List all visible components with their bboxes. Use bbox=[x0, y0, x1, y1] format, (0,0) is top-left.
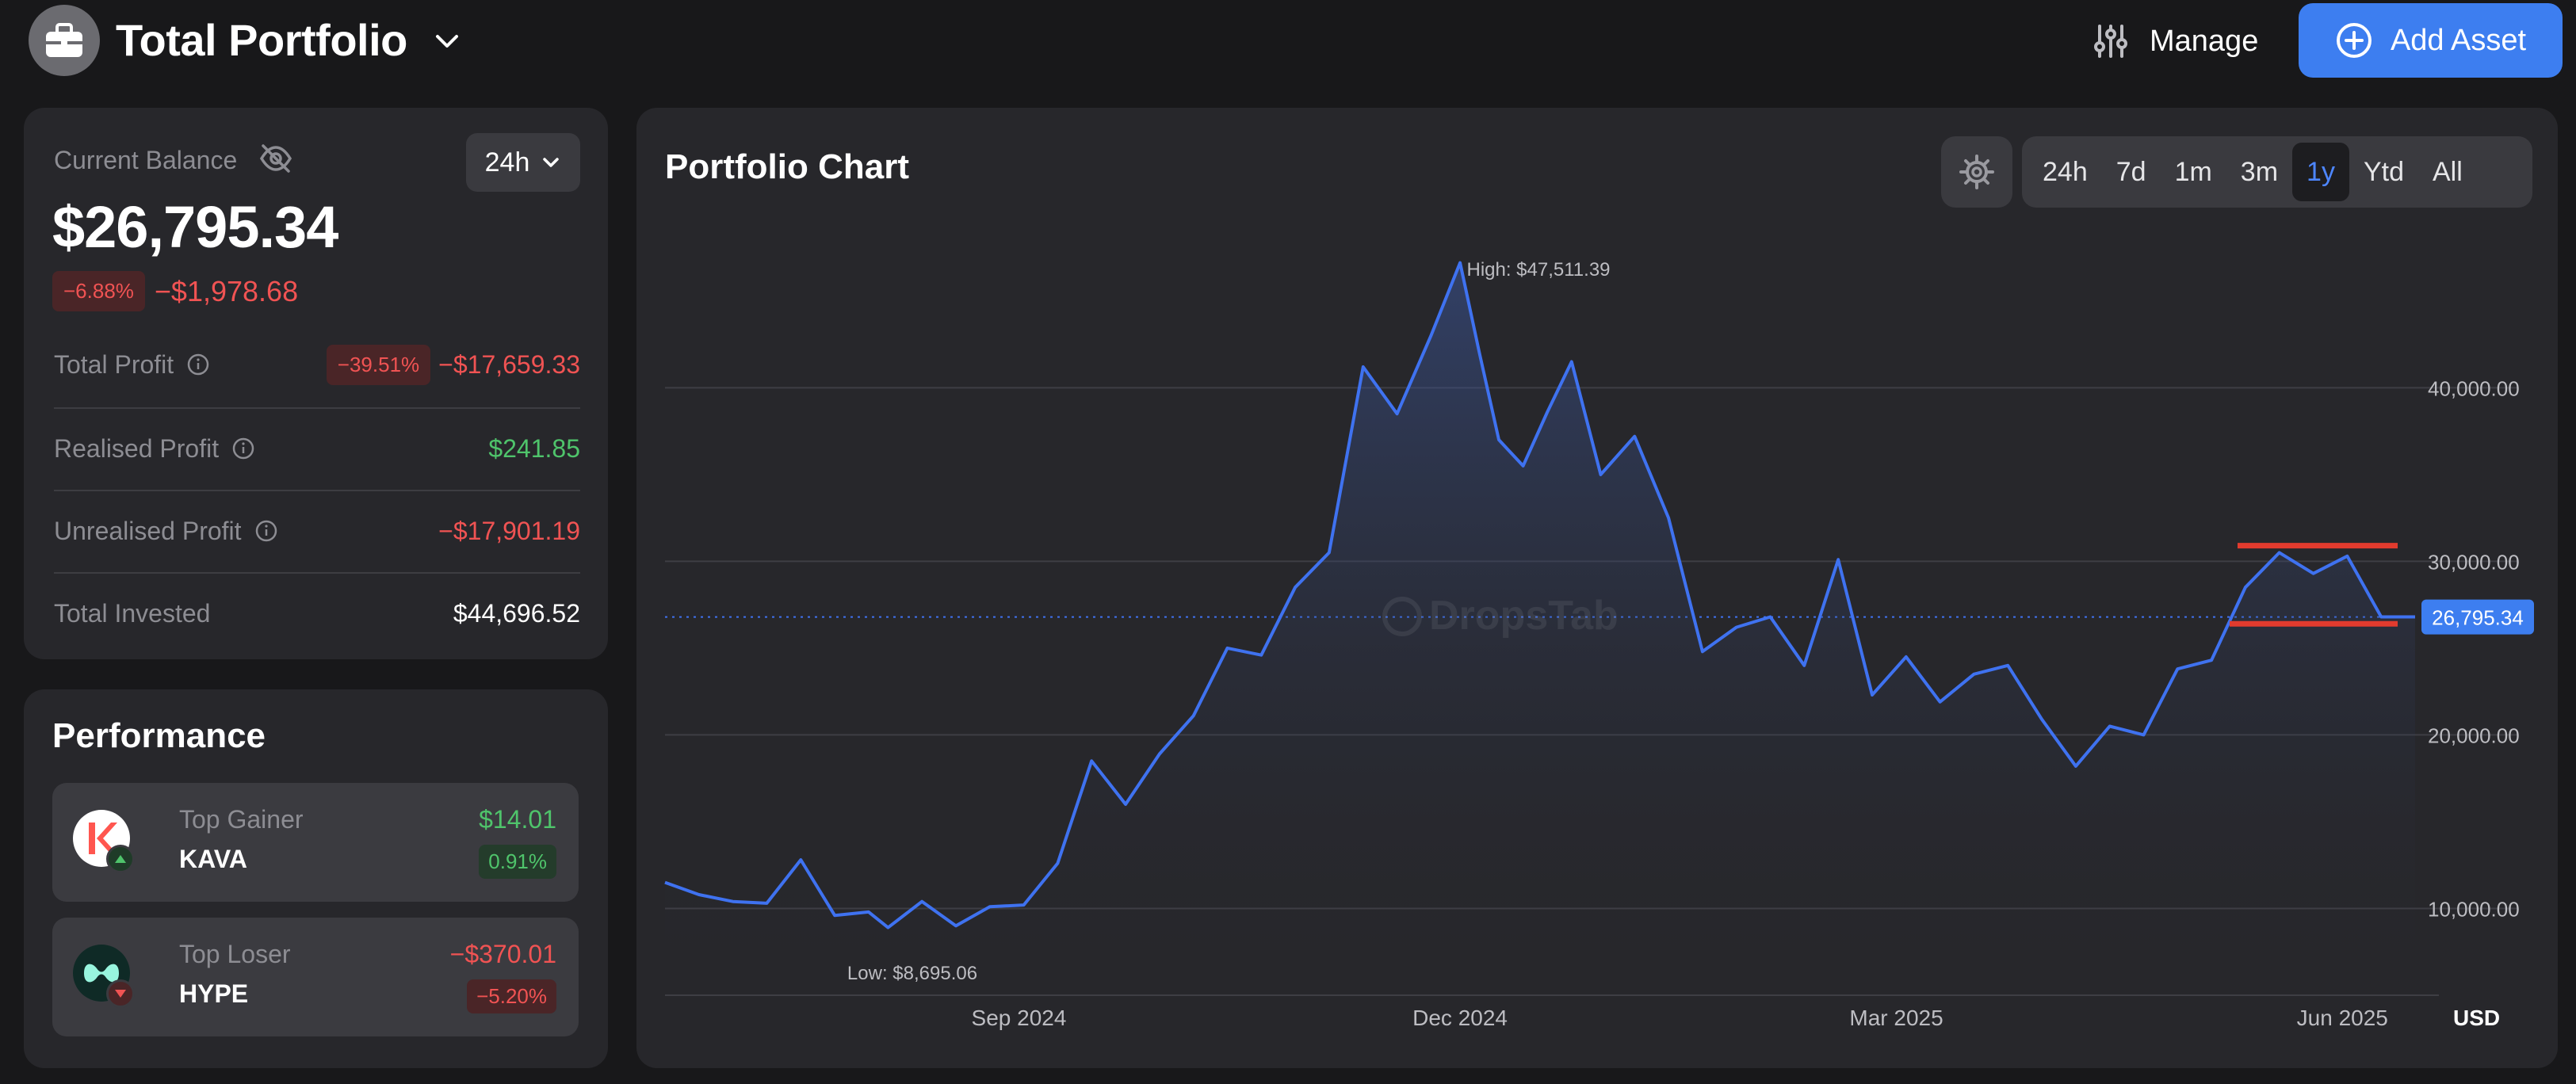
page-title[interactable]: Total Portfolio bbox=[116, 15, 407, 65]
x-tick-label: Mar 2025 bbox=[1849, 1006, 1943, 1030]
stat-label: Total Invested bbox=[54, 598, 211, 628]
currency-label: USD bbox=[2453, 1006, 2500, 1030]
header: Total Portfolio Manage Add Asset bbox=[0, 0, 2576, 87]
divider bbox=[54, 407, 580, 409]
perf-kind: Top Loser bbox=[179, 940, 291, 968]
perf-symbol: KAVA bbox=[179, 845, 247, 873]
stat-value: −$17,659.33 bbox=[438, 349, 580, 379]
sliders-icon bbox=[2094, 25, 2127, 58]
manage-button[interactable]: Manage bbox=[2077, 13, 2275, 70]
perf-pct: −5.20% bbox=[467, 979, 556, 1013]
top-loser-item[interactable]: Top Loser HYPE −$370.01 −5.20% bbox=[52, 918, 579, 1036]
balance-range-value: 24h bbox=[484, 147, 530, 177]
chevron-down-icon bbox=[543, 158, 560, 167]
high-label: High: $47,511.39 bbox=[1466, 259, 1610, 281]
top-gainer-item[interactable]: Top Gainer KAVA $14.01 0.91% bbox=[52, 783, 579, 902]
y-tick-label: 40,000.00 bbox=[2428, 376, 2520, 400]
hype-logo-icon bbox=[73, 945, 130, 1002]
divider bbox=[54, 572, 580, 574]
range-tab-24h[interactable]: 24h bbox=[2043, 156, 2088, 187]
gear-icon bbox=[1959, 155, 1994, 189]
info-icon[interactable] bbox=[254, 519, 278, 543]
balance-change: −6.88% −$1,978.68 bbox=[52, 271, 298, 311]
arrow-down-icon bbox=[106, 979, 135, 1008]
series-area bbox=[665, 262, 2415, 996]
range-tab-1m[interactable]: 1m bbox=[2174, 156, 2212, 187]
current-balance-label: Current Balance bbox=[54, 146, 238, 174]
stat-label: Total Profit bbox=[54, 349, 174, 379]
stat-label: Unrealised Profit bbox=[54, 516, 242, 545]
y-tick-label: 20,000.00 bbox=[2428, 723, 2520, 747]
chevron-down-icon[interactable] bbox=[431, 25, 463, 57]
change-pct-badge: −6.88% bbox=[52, 271, 145, 311]
current-value-tag bbox=[2421, 599, 2534, 635]
stat-badge: −39.51% bbox=[326, 344, 431, 385]
balance-amount: $26,795.34 bbox=[52, 194, 338, 260]
info-icon[interactable] bbox=[186, 353, 210, 376]
chart-settings-button[interactable] bbox=[1941, 136, 2012, 208]
chart-title: Portfolio Chart bbox=[665, 147, 909, 186]
range-tab-7d[interactable]: 7d bbox=[2115, 156, 2146, 187]
add-asset-label: Add Asset bbox=[2390, 23, 2527, 57]
perf-value: $14.01 bbox=[479, 805, 556, 834]
add-asset-button[interactable]: Add Asset bbox=[2299, 3, 2563, 78]
manage-label: Manage bbox=[2150, 24, 2259, 58]
range-tab-1y[interactable]: 1y bbox=[2292, 143, 2349, 201]
change-amount: −$1,978.68 bbox=[154, 274, 299, 307]
x-tick-label: Jun 2025 bbox=[2297, 1006, 2388, 1030]
low-label: Low: $8,695.06 bbox=[847, 963, 977, 984]
info-icon[interactable] bbox=[231, 437, 255, 460]
perf-pct: 0.91% bbox=[479, 845, 556, 879]
performance-title: Performance bbox=[52, 716, 266, 755]
briefcase-icon[interactable] bbox=[29, 5, 100, 76]
stat-total-profit: Total Profit −39.51% −$17,659.33 bbox=[54, 325, 580, 404]
portfolio-chart[interactable]: 10,000.00 20,000.00 30,000.00 40,000.00 Sep … bbox=[636, 108, 2558, 1068]
current-value-label: 26,795.34 bbox=[2432, 606, 2524, 630]
range-tab-ytd[interactable]: Ytd bbox=[2363, 156, 2404, 187]
range-tab-all[interactable]: All bbox=[2433, 156, 2463, 187]
performance-card: Performance Top Gainer KAVA $14.01 0.91%… bbox=[24, 689, 608, 1068]
perf-value: −$370.01 bbox=[449, 940, 556, 968]
stat-value: −$17,901.19 bbox=[438, 516, 580, 545]
stat-value: $44,696.52 bbox=[453, 598, 580, 628]
watermark-logo-icon bbox=[1382, 597, 1422, 636]
stat-unrealised-profit: Unrealised Profit −$17,901.19 bbox=[54, 491, 580, 571]
arrow-up-icon bbox=[106, 845, 135, 873]
stat-label: Realised Profit bbox=[54, 433, 220, 463]
perf-kind: Top Gainer bbox=[179, 805, 304, 834]
plus-circle-icon bbox=[2336, 23, 2372, 58]
stat-total-invested: Total Invested $44,696.52 bbox=[54, 574, 580, 653]
balance-card: Current Balance 24h $26,795.34 −6.88% −$… bbox=[24, 108, 608, 659]
eye-off-icon[interactable] bbox=[258, 143, 293, 174]
balance-range-select[interactable]: 24h bbox=[466, 133, 580, 192]
watermark: DropsTab bbox=[1429, 593, 1619, 639]
x-tick-label: Sep 2024 bbox=[972, 1006, 1067, 1030]
stat-realised-profit: Realised Profit $241.85 bbox=[54, 409, 580, 488]
perf-symbol: HYPE bbox=[179, 979, 249, 1008]
range-tab-3m[interactable]: 3m bbox=[2240, 156, 2279, 187]
y-tick-label: 10,000.00 bbox=[2428, 897, 2520, 921]
chart-card: Portfolio Chart 24h 7d 1m 3m 1y Ytd All bbox=[636, 108, 2558, 1068]
divider bbox=[54, 490, 580, 491]
x-tick-label: Dec 2024 bbox=[1412, 1006, 1508, 1030]
chart-range-tabs: 24h 7d 1m 3m 1y Ytd All bbox=[2022, 136, 2532, 208]
y-tick-label: 30,000.00 bbox=[2428, 550, 2520, 574]
stat-value: $241.85 bbox=[488, 433, 580, 463]
